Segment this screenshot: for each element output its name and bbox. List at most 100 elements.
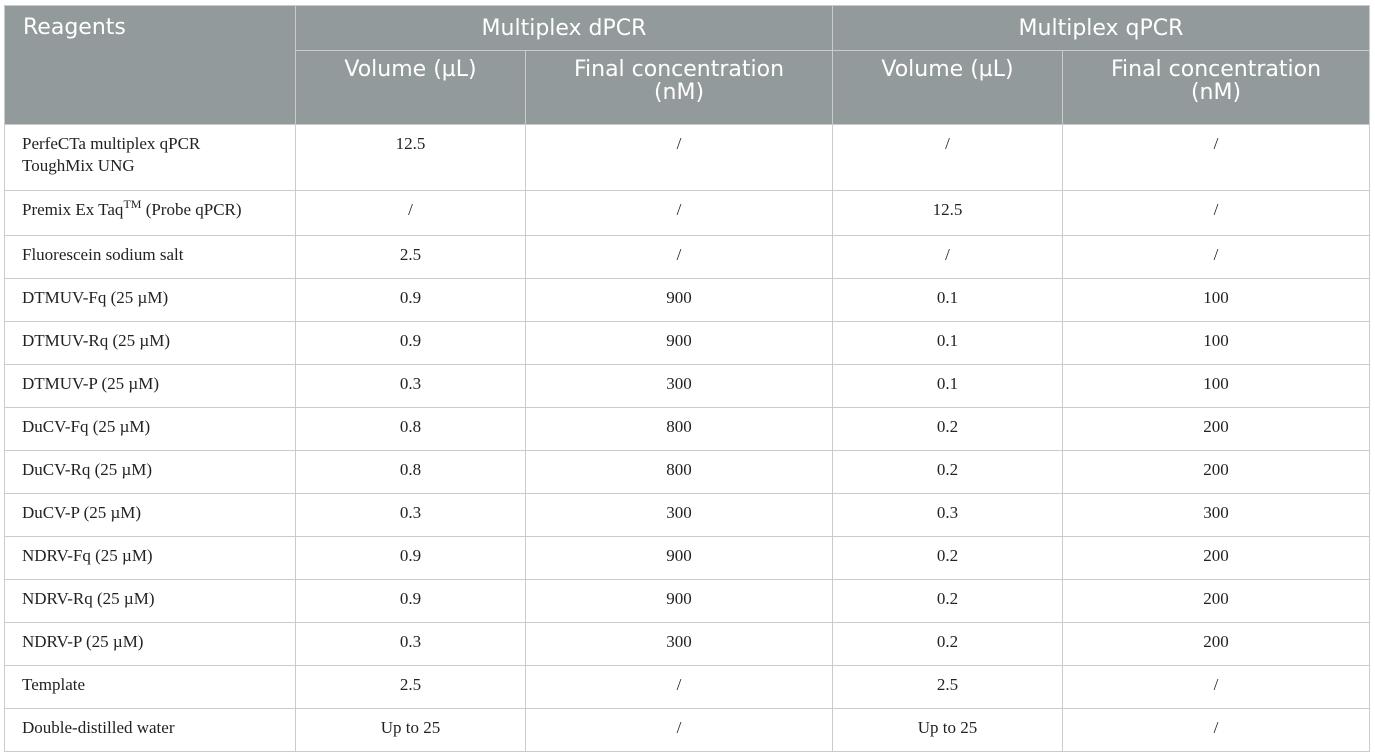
dpcr-concentration-cell: 300 [525, 622, 833, 666]
table-row: DuCV-P (25 µM) 0.3 300 0.3 300 [4, 493, 1370, 537]
table-row: NDRV-P (25 µM) 0.3 300 0.2 200 [4, 622, 1370, 666]
reagent-name-cell: DTMUV-Rq (25 µM) [4, 321, 296, 365]
dpcr-volume-header: Volume (µL) [295, 50, 526, 125]
qpcr-volume-cell: / [832, 235, 1063, 279]
dpcr-volume-cell: 0.9 [295, 536, 526, 580]
dpcr-concentration-cell: 800 [525, 450, 833, 494]
qpcr-volume-header: Volume (µL) [832, 50, 1063, 125]
table-row: DuCV-Rq (25 µM) 0.8 800 0.2 200 [4, 450, 1370, 494]
qpcr-volume-cell: 0.2 [832, 450, 1063, 494]
reagent-name-cell: PerfeCTa multiplex qPCR ToughMix UNG [4, 124, 296, 191]
dpcr-concentration-cell: 900 [525, 536, 833, 580]
qpcr-concentration-cell: 200 [1062, 536, 1370, 580]
qpcr-concentration-cell: 100 [1062, 278, 1370, 322]
dpcr-volume-cell: Up to 25 [295, 708, 526, 752]
reagent-name-line2: ToughMix UNG [22, 156, 135, 175]
qpcr-concentration-cell: 300 [1062, 493, 1370, 537]
qpcr-concentration-cell: 200 [1062, 622, 1370, 666]
final-concentration-line1: Final concentration [573, 57, 785, 82]
table-header: Reagents Multiplex dPCR Multiplex qPCR V… [4, 5, 1370, 125]
dpcr-volume-cell: 0.9 [295, 321, 526, 365]
dpcr-concentration-cell: 300 [525, 493, 833, 537]
dpcr-concentration-cell: / [525, 124, 833, 191]
dpcr-volume-cell: 0.8 [295, 407, 526, 451]
dpcr-volume-cell: 0.8 [295, 450, 526, 494]
qpcr-volume-cell: 12.5 [832, 190, 1063, 236]
dpcr-volume-cell: 0.3 [295, 493, 526, 537]
reagent-name: Premix Ex Taq [22, 200, 124, 219]
table-row: DTMUV-Rq (25 µM) 0.9 900 0.1 100 [4, 321, 1370, 365]
qpcr-concentration-cell: / [1062, 190, 1370, 236]
table-row: PerfeCTa multiplex qPCR ToughMix UNG 12.5… [4, 124, 1370, 191]
reagents-header: Reagents [4, 5, 296, 125]
dpcr-concentration-cell: / [525, 190, 833, 236]
qpcr-volume-cell: / [832, 124, 1063, 191]
reagent-name-cell: DTMUV-P (25 µM) [4, 364, 296, 408]
qpcr-concentration-cell: 100 [1062, 364, 1370, 408]
qpcr-concentration-cell: / [1062, 235, 1370, 279]
table-row: Fluorescein sodium salt 2.5 / / / [4, 235, 1370, 279]
reagent-name-cell: Double-distilled water [4, 708, 296, 752]
table-row: NDRV-Rq (25 µM) 0.9 900 0.2 200 [4, 579, 1370, 623]
final-concentration-line1: Final concentration [1110, 57, 1322, 82]
reagent-name-cell: Premix Ex TaqTM (Probe qPCR) [4, 190, 296, 236]
reagent-name-cell: DuCV-P (25 µM) [4, 493, 296, 537]
reagent-name-cell: Fluorescein sodium salt [4, 235, 296, 279]
reagent-name-suffix: (Probe qPCR) [141, 200, 242, 219]
table-row: NDRV-Fq (25 µM) 0.9 900 0.2 200 [4, 536, 1370, 580]
dpcr-concentration-cell: / [525, 235, 833, 279]
table-row: DuCV-Fq (25 µM) 0.8 800 0.2 200 [4, 407, 1370, 451]
dpcr-concentration-cell: 900 [525, 321, 833, 365]
table-row: DTMUV-P (25 µM) 0.3 300 0.1 100 [4, 364, 1370, 408]
dpcr-concentration-cell: 900 [525, 579, 833, 623]
qpcr-final-concentration-header: Final concentration (nM) [1062, 50, 1370, 125]
dpcr-final-concentration-header: Final concentration (nM) [525, 50, 833, 125]
reagent-name-cell: NDRV-Fq (25 µM) [4, 536, 296, 580]
qpcr-concentration-cell: 200 [1062, 579, 1370, 623]
qpcr-concentration-cell: / [1062, 124, 1370, 191]
dpcr-volume-cell: 0.9 [295, 278, 526, 322]
dpcr-volume-cell: 12.5 [295, 124, 526, 191]
reagent-name-cell: DuCV-Fq (25 µM) [4, 407, 296, 451]
dpcr-volume-cell: 0.9 [295, 579, 526, 623]
final-concentration-line2: (nM) [653, 80, 705, 105]
qpcr-volume-cell: 0.1 [832, 321, 1063, 365]
reagent-name-cell: NDRV-P (25 µM) [4, 622, 296, 666]
qpcr-concentration-cell: / [1062, 665, 1370, 709]
dpcr-volume-cell: / [295, 190, 526, 236]
reagent-name-cell: DTMUV-Fq (25 µM) [4, 278, 296, 322]
table-body: PerfeCTa multiplex qPCR ToughMix UNG 12.5… [4, 124, 1370, 752]
qpcr-volume-cell: 0.1 [832, 364, 1063, 408]
qpcr-volume-cell: 2.5 [832, 665, 1063, 709]
qpcr-concentration-cell: 100 [1062, 321, 1370, 365]
dpcr-volume-cell: 0.3 [295, 364, 526, 408]
qpcr-volume-cell: 0.2 [832, 407, 1063, 451]
qpcr-volume-cell: Up to 25 [832, 708, 1063, 752]
dpcr-concentration-cell: / [525, 708, 833, 752]
qpcr-group-header: Multiplex qPCR [832, 5, 1370, 51]
dpcr-concentration-cell: 300 [525, 364, 833, 408]
table-row: Template 2.5 / 2.5 / [4, 665, 1370, 709]
dpcr-volume-cell: 0.3 [295, 622, 526, 666]
reagent-name-cell: DuCV-Rq (25 µM) [4, 450, 296, 494]
final-concentration-line2: (nM) [1190, 80, 1242, 105]
trademark-superscript: TM [123, 197, 142, 211]
dpcr-concentration-cell: 800 [525, 407, 833, 451]
table-row: Premix Ex TaqTM (Probe qPCR) / / 12.5 / [4, 190, 1370, 236]
dpcr-concentration-cell: 900 [525, 278, 833, 322]
reagents-table: Reagents Multiplex dPCR Multiplex qPCR V… [4, 5, 1370, 752]
table-row: DTMUV-Fq (25 µM) 0.9 900 0.1 100 [4, 278, 1370, 322]
dpcr-concentration-cell: / [525, 665, 833, 709]
reagent-name: PerfeCTa multiplex qPCR [22, 134, 201, 153]
dpcr-volume-cell: 2.5 [295, 235, 526, 279]
qpcr-volume-cell: 0.2 [832, 622, 1063, 666]
reagent-name-cell: Template [4, 665, 296, 709]
qpcr-concentration-cell: 200 [1062, 407, 1370, 451]
dpcr-volume-cell: 2.5 [295, 665, 526, 709]
qpcr-volume-cell: 0.2 [832, 579, 1063, 623]
reagent-name-cell: NDRV-Rq (25 µM) [4, 579, 296, 623]
table-row: Double-distilled water Up to 25 / Up to … [4, 708, 1370, 752]
qpcr-volume-cell: 0.3 [832, 493, 1063, 537]
dpcr-group-header: Multiplex dPCR [295, 5, 833, 51]
qpcr-concentration-cell: / [1062, 708, 1370, 752]
